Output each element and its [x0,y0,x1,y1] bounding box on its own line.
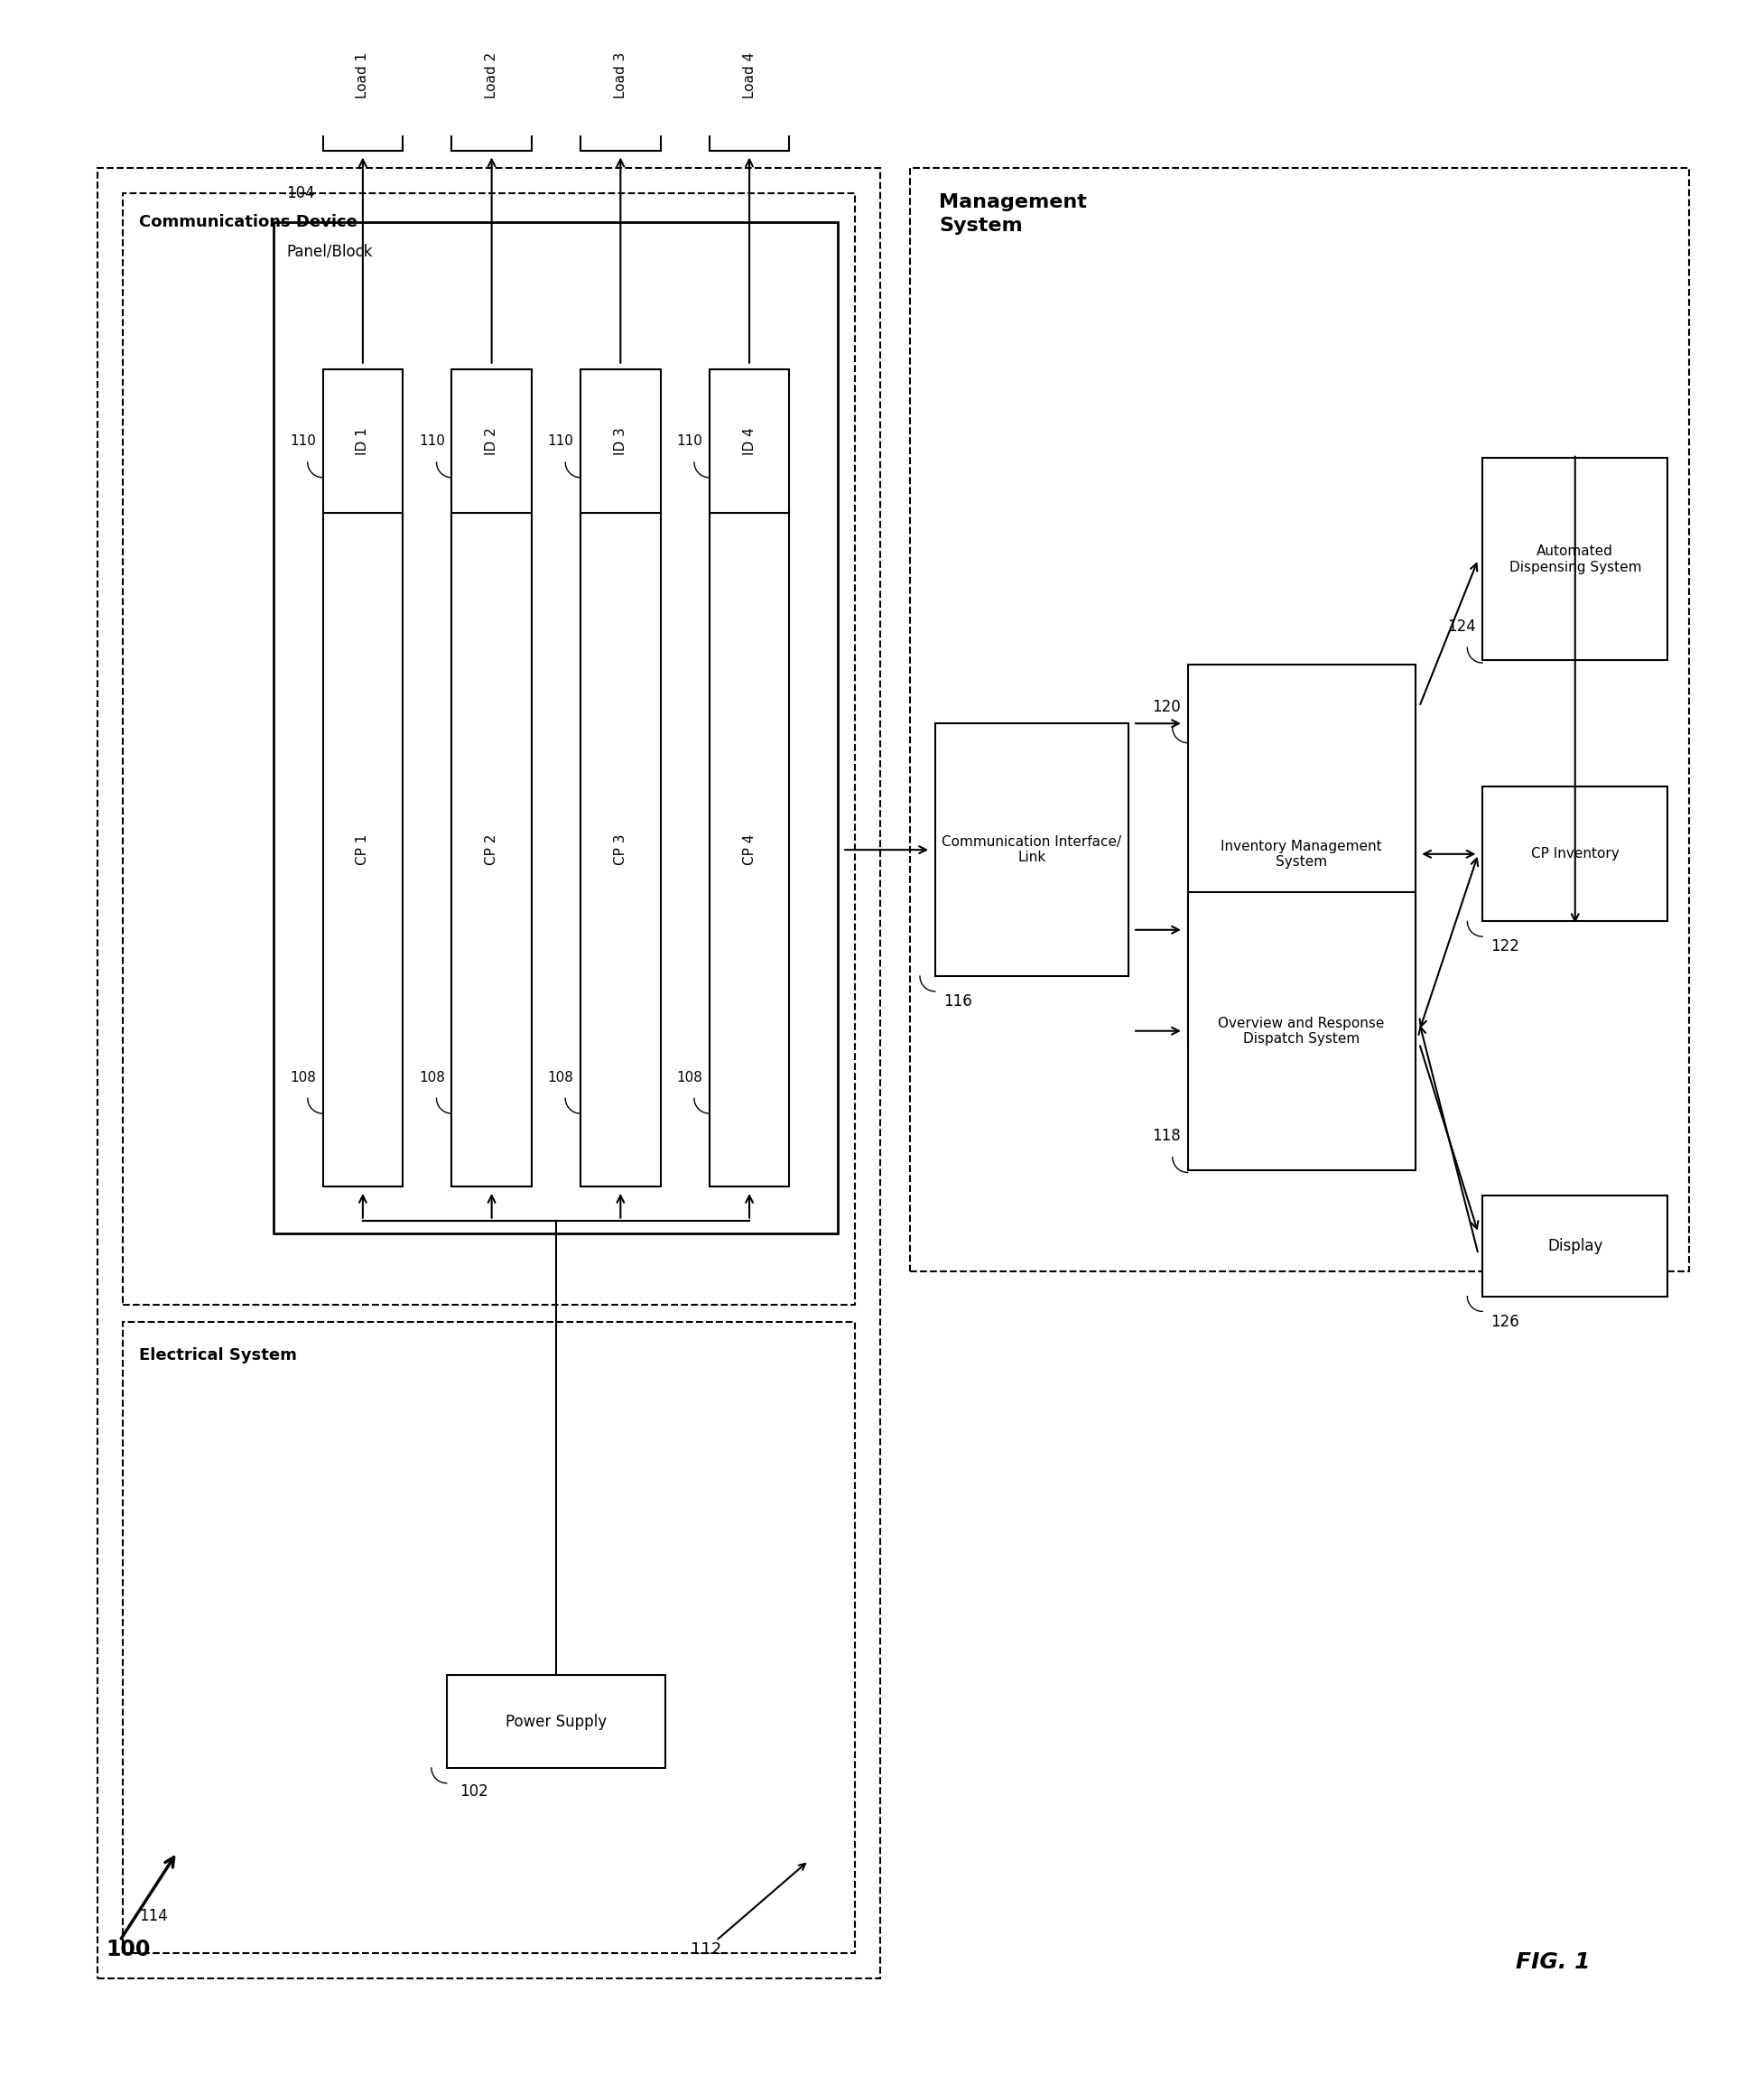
Text: Overview and Response
Dispatch System: Overview and Response Dispatch System [1219,1017,1385,1046]
Bar [122,1322,856,1953]
Bar [1187,892,1415,1170]
Text: 112: 112 [691,1940,721,1957]
Bar [910,168,1688,1272]
Bar [452,0,531,151]
Bar [122,193,856,1305]
Text: Communication Interface/
Link: Communication Interface/ Link [942,836,1122,865]
Bar [452,369,531,513]
Text: 114: 114 [139,1907,168,1924]
Text: 124: 124 [1446,618,1476,635]
Text: Automated
Dispensing System: Automated Dispensing System [1508,544,1641,575]
Bar [1482,786,1667,921]
Text: 100: 100 [106,1938,150,1961]
Text: 110: 110 [289,434,316,448]
Text: 108: 108 [677,1071,702,1083]
Text: Panel/Block: Panel/Block [286,243,372,259]
Text: 108: 108 [418,1071,445,1083]
Text: 108: 108 [289,1071,316,1083]
Bar [97,168,880,1980]
Bar [580,0,660,151]
Text: 110: 110 [677,434,702,448]
Bar [323,0,402,151]
Text: 110: 110 [418,434,445,448]
Text: 110: 110 [547,434,573,448]
Bar [273,222,838,1233]
Bar [1482,459,1667,660]
Text: Load 4: Load 4 [743,52,757,98]
Text: Management
System: Management System [938,193,1087,234]
Bar [446,1675,665,1768]
Text: 116: 116 [944,994,972,1011]
Text: CP 1: CP 1 [356,834,370,865]
Bar [935,724,1129,975]
Text: Display: Display [1547,1237,1603,1253]
Bar [709,513,789,1187]
Text: Communications Device: Communications Device [139,214,358,230]
Bar [580,369,660,513]
Text: 126: 126 [1491,1313,1519,1330]
Text: Load 2: Load 2 [485,52,499,98]
Text: 104: 104 [286,185,316,201]
Bar [323,369,402,513]
Text: Electrical System: Electrical System [139,1347,296,1363]
Text: 108: 108 [547,1071,573,1083]
Text: Inventory Management
System: Inventory Management System [1221,840,1381,869]
Bar [1482,1195,1667,1297]
Text: CP 4: CP 4 [743,834,757,865]
Text: Power Supply: Power Supply [506,1714,607,1731]
Text: 118: 118 [1152,1129,1180,1143]
Bar [709,369,789,513]
Text: CP 2: CP 2 [485,834,499,865]
Bar [1187,664,1415,1044]
Bar [323,513,402,1187]
Text: 102: 102 [459,1782,489,1799]
Text: ID 1: ID 1 [356,427,370,454]
Text: 120: 120 [1152,699,1180,714]
Text: ID 3: ID 3 [614,427,628,454]
Text: CP 3: CP 3 [614,834,628,865]
Text: ID 4: ID 4 [743,427,757,454]
Text: CP Inventory: CP Inventory [1531,847,1619,861]
Text: Load 3: Load 3 [614,52,628,98]
Text: FIG. 1: FIG. 1 [1515,1950,1591,1973]
Bar [580,513,660,1187]
Bar [709,0,789,151]
Text: 122: 122 [1491,938,1519,955]
Text: Load 1: Load 1 [356,52,370,98]
Text: ID 2: ID 2 [485,427,499,454]
Bar [452,513,531,1187]
